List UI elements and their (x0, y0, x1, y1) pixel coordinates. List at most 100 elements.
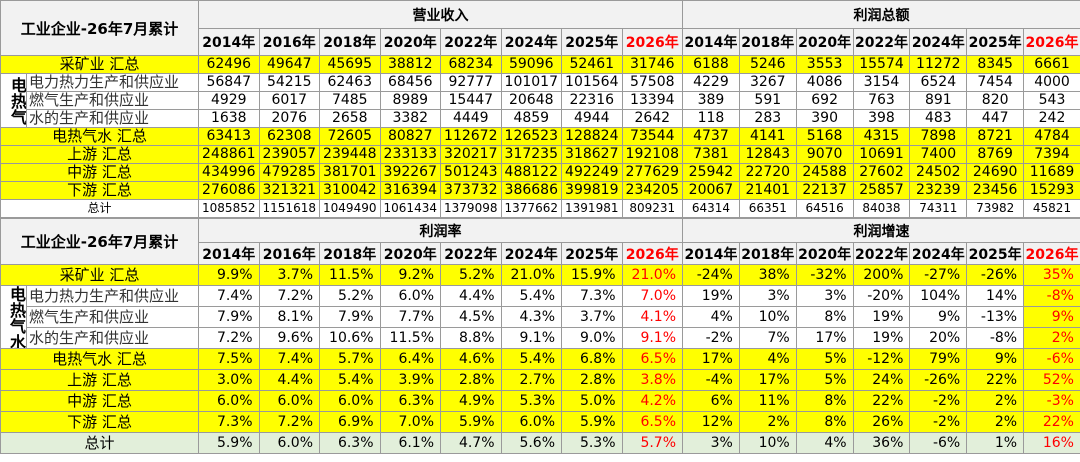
value-cell: 21.0% (500, 264, 563, 286)
value-cell: 310042 (319, 181, 381, 200)
value-cell: 192108 (621, 145, 684, 164)
value-cell: 4.9% (440, 390, 502, 412)
value-cell: -2% (909, 411, 968, 433)
value-cell: -24% (682, 264, 740, 286)
value-cell: 57508 (621, 73, 684, 92)
value-cell: 7.3% (561, 285, 623, 307)
row-label: 上游 汇总 (0, 145, 200, 164)
value-cell: 320217 (440, 145, 502, 164)
value-cell: 4.7% (440, 432, 502, 454)
value-cell: 25942 (682, 163, 740, 182)
value-cell: 20648 (500, 91, 563, 110)
margin-growth-table: 工业企业-26年7月累计 利润率 利润增速 2014年 2016年 2018年 2020年 2… (0, 218, 1080, 454)
value-cell: 3154 (852, 73, 911, 92)
value-cell: 248861 (198, 145, 260, 164)
year-header: 2025年 (966, 28, 1025, 56)
value-cell: 9.2% (379, 264, 442, 286)
value-cell: 5% (795, 348, 854, 370)
data-row: 电热气水 电力热力生产和供应业 7.4% 7.2% 5.2% 6.0% 4.4% 5.4% 7.… (0, 285, 1080, 349)
value-cell: 2% (966, 411, 1025, 433)
value-cell: 4449 (440, 109, 502, 128)
value-cell: 7898 (909, 127, 968, 146)
value-cell: 9.1% (621, 327, 684, 349)
header-row: 工业企业-26年7月累计 利润率 利润增速 (0, 218, 1080, 265)
value-cell: 9.6% (258, 327, 321, 349)
value-cell: 692 (795, 91, 854, 110)
value-cell: 21.0% (621, 264, 684, 286)
side-label: 电热气水 (0, 285, 27, 349)
year-row: 2014年 2016年 2018年 2020年 2022年 2024年 2025年 2026年… (1, 28, 1080, 56)
value-cell: 4859 (500, 109, 563, 128)
value-cell: 45695 (319, 55, 381, 74)
value-cell: 5.4% (500, 348, 563, 370)
data-row: 上游 汇总 3.0% 4.4% 5.4% 3.9% 2.8% 2.7% 2.8% 3.8% -4%… (0, 369, 1080, 391)
value-cell: 4086 (795, 73, 854, 92)
value-cell: 8345 (966, 55, 1025, 74)
value-cell: 9% (966, 348, 1025, 370)
value-cell: 6017 (258, 91, 321, 110)
value-cell: 79% (909, 348, 968, 370)
row-label: 水的生产和供应业 (25, 109, 200, 128)
value-cell: 7.2% (258, 285, 321, 307)
value-cell: 5168 (795, 127, 854, 146)
value-cell: 20067 (682, 181, 740, 200)
year-header: 2024年 (500, 242, 563, 265)
group-header: 营业收入 (198, 0, 684, 29)
value-cell: 321321 (258, 181, 321, 200)
value-cell: -26% (909, 369, 968, 391)
year-header: 2018年 (738, 28, 797, 56)
value-cell: 24588 (795, 163, 854, 182)
data-row: 采矿业 汇总 9.9% 3.7% 11.5% 9.2% 5.2% 21.0% 15.9% 21.… (0, 264, 1080, 286)
value-cell: 22% (966, 369, 1025, 391)
value-cell: 6524 (909, 73, 968, 92)
year-header: 2014年 (682, 28, 740, 56)
value-cell: 6.0% (379, 285, 442, 307)
year-header: 2025年 (561, 28, 623, 56)
value-cell: 3% (795, 285, 854, 307)
value-cell: 104% (909, 285, 968, 307)
year-header: 2026年 (621, 28, 684, 56)
value-cell: 283 (738, 109, 797, 128)
value-cell: 59096 (500, 55, 563, 74)
value-cell: 483 (909, 109, 968, 128)
value-cell: 234205 (621, 181, 684, 200)
value-cell: 52461 (561, 55, 623, 74)
value-cell: 434996 (198, 163, 260, 182)
value-cell: 16% (1023, 432, 1080, 454)
value-cell: 49647 (258, 55, 321, 74)
value-cell: 1151618 (258, 199, 321, 218)
year-header: 2022年 (852, 242, 911, 265)
value-cell: 4.3% (500, 306, 563, 328)
value-cell: 19% (682, 285, 740, 307)
value-cell: 15293 (1023, 181, 1080, 200)
year-header: 2025年 (561, 242, 623, 265)
value-cell: 5.7% (621, 432, 684, 454)
value-cell: 4.6% (440, 348, 502, 370)
value-cell: 6.8% (561, 348, 623, 370)
value-cell: -8% (966, 327, 1025, 349)
data-row: 水的生产和供应业 1638 2076 2658 3382 4449 4859 4944 2642… (1, 109, 1080, 128)
value-cell: 6.0% (258, 432, 321, 454)
value-cell: 4% (795, 432, 854, 454)
value-cell: 318627 (561, 145, 623, 164)
value-cell: 23456 (966, 181, 1025, 200)
value-cell: 12% (682, 411, 740, 433)
value-cell: 2.8% (561, 369, 623, 391)
value-cell: 6.4% (379, 348, 442, 370)
value-cell: 15.9% (561, 264, 623, 286)
value-cell: 45821 (1023, 199, 1080, 218)
data-row: 下游 汇总 7.3% 7.2% 6.9% 7.0% 5.9% 6.0% 5.9% 6.5% 12%… (0, 411, 1080, 433)
value-cell: 73544 (621, 127, 684, 146)
value-cell: 1379098 (440, 199, 502, 218)
value-cell: 62496 (198, 55, 260, 74)
value-cell: 7.4% (198, 285, 260, 307)
value-cell: 591 (738, 91, 797, 110)
value-cell: 13394 (621, 91, 684, 110)
value-cell: 479285 (258, 163, 321, 182)
value-cell: 4000 (1023, 73, 1080, 92)
value-cell: 5.9% (561, 411, 623, 433)
value-cell: 7485 (319, 91, 381, 110)
value-cell: 3.9% (379, 369, 442, 391)
value-cell: 8721 (966, 127, 1025, 146)
